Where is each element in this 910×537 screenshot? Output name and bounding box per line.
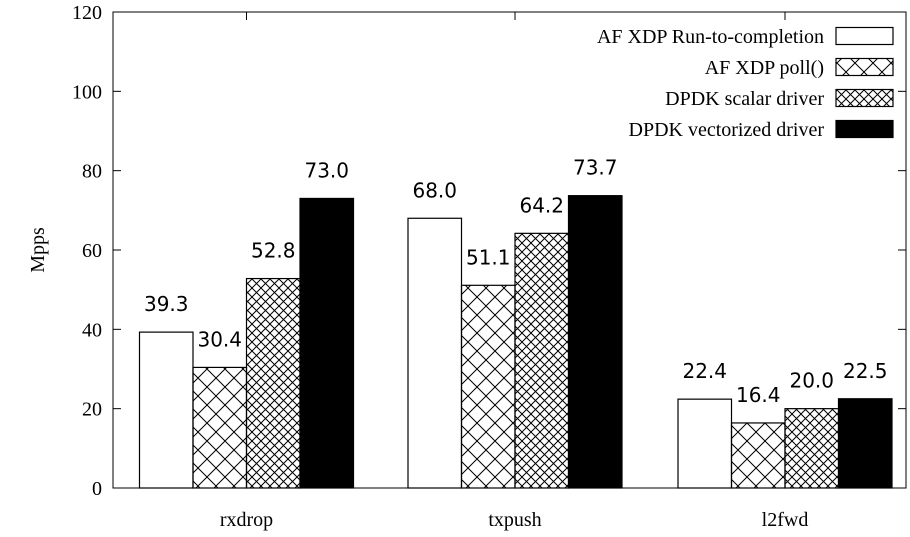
legend-swatch — [835, 26, 894, 46]
bar-l2fwd-series-1 — [677, 398, 733, 489]
x-tick-label: txpush — [488, 509, 541, 531]
data-label: 64.2 — [519, 193, 564, 217]
data-label: 68.0 — [412, 178, 457, 202]
bar-rxdrop-series-4 — [299, 197, 355, 489]
x-tick-label: l2fwd — [762, 509, 809, 531]
data-label: 52.8 — [251, 239, 296, 263]
y-tick-label: 100 — [72, 81, 102, 103]
data-label: 39.3 — [144, 292, 189, 316]
x-tick-label: rxdrop — [220, 509, 273, 531]
bar-txpush-series-1 — [407, 217, 463, 489]
legend-label: DPDK scalar driver — [665, 88, 824, 110]
data-label: 20.0 — [789, 369, 834, 393]
legend-label: AF XDP poll() — [705, 57, 824, 79]
y-tick-label: 20 — [82, 399, 102, 421]
bar-txpush-series-2 — [460, 284, 516, 489]
data-label: 30.4 — [197, 327, 242, 351]
y-tick-label: 0 — [92, 478, 102, 500]
data-label: 51.1 — [466, 245, 511, 269]
data-label: 73.0 — [304, 158, 349, 182]
y-tick-label: 120 — [72, 2, 102, 24]
legend-swatch — [835, 57, 894, 77]
bar-rxdrop-series-2 — [192, 366, 248, 489]
bar-rxdrop-series-3 — [245, 277, 301, 489]
legend-label: DPDK vectorized driver — [629, 119, 825, 141]
bar-l2fwd-series-4 — [837, 398, 893, 489]
bar-txpush-series-3 — [514, 232, 570, 489]
data-label: 22.5 — [843, 359, 888, 383]
legend-label: AF XDP Run-to-completion — [597, 26, 824, 48]
data-label: 22.4 — [682, 359, 727, 383]
bar-l2fwd-series-3 — [784, 408, 840, 489]
y-tick-label: 80 — [82, 161, 102, 183]
bar-l2fwd-series-2 — [730, 422, 786, 489]
bar-txpush-series-4 — [567, 195, 623, 489]
y-axis-label: Mpps — [27, 227, 49, 273]
data-label: 73.7 — [573, 156, 618, 180]
legend-swatch — [835, 88, 894, 108]
data-label: 16.4 — [736, 383, 781, 407]
y-tick-label: 40 — [82, 319, 102, 341]
y-tick-label: 60 — [82, 240, 102, 262]
legend-swatch — [835, 119, 894, 139]
bar-rxdrop-series-1 — [138, 331, 194, 489]
